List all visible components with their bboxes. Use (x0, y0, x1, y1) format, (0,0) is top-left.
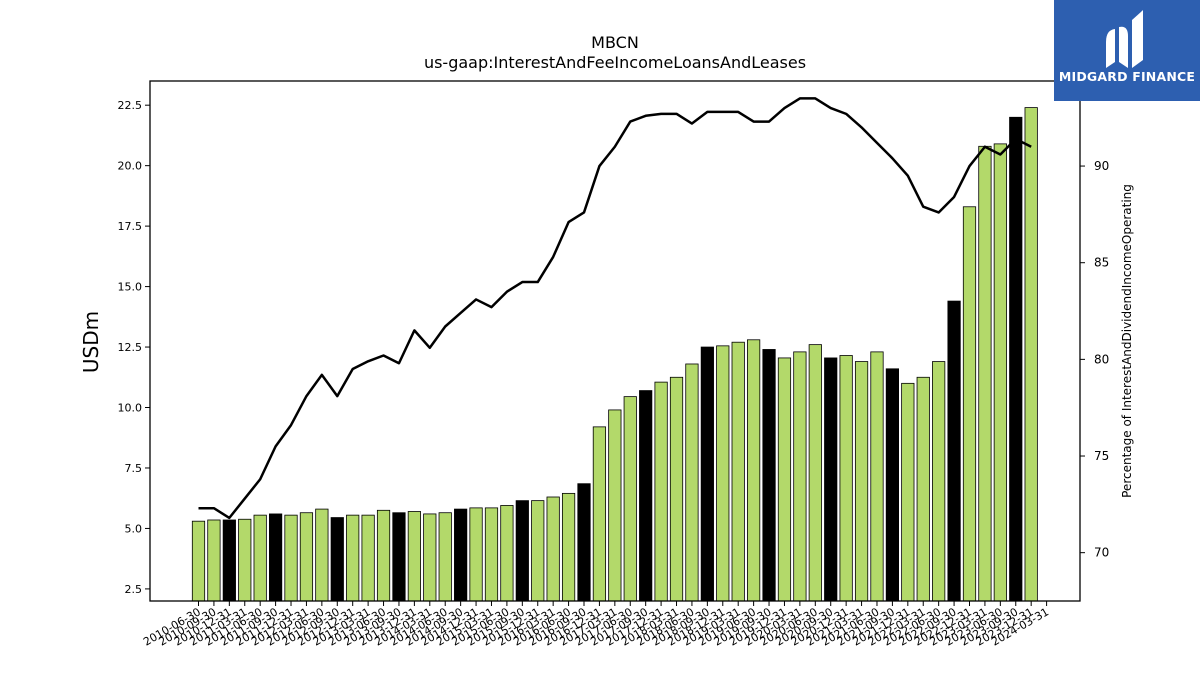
bar (762, 349, 776, 602)
bar (500, 505, 514, 602)
chart-title: MBCN (591, 33, 639, 52)
y2-tick-label: 80 (1094, 352, 1109, 366)
midgard-logo-icon (1106, 10, 1143, 69)
y2-tick-label: 85 (1094, 256, 1109, 270)
line-series (198, 97, 1032, 520)
bar (885, 368, 900, 602)
bar (484, 507, 499, 602)
brand-name: MIDGARD FINANCE (1058, 69, 1196, 84)
bar (561, 492, 576, 602)
bar (423, 513, 437, 602)
bar (438, 512, 452, 602)
bar (685, 363, 699, 602)
bar (284, 514, 298, 602)
bar (469, 507, 483, 602)
bar (299, 512, 314, 602)
bar (962, 206, 977, 602)
y-axis-label: USDm (79, 311, 103, 373)
bar (947, 300, 961, 602)
y-tick-label: 10.0 (118, 402, 143, 415)
bar (916, 376, 930, 602)
y-tick-label: 20.0 (118, 160, 143, 173)
y-tick-label: 5.0 (125, 522, 143, 535)
bar (901, 382, 915, 602)
bar (932, 361, 946, 602)
bar (639, 390, 653, 602)
bar (700, 346, 714, 602)
y-tick-label: 22.5 (118, 99, 143, 112)
bar (592, 426, 607, 602)
bar (1009, 116, 1023, 602)
bar (808, 344, 822, 602)
bar (238, 518, 252, 602)
y-tick-label: 17.5 (118, 220, 143, 233)
bar (731, 341, 745, 602)
bar (531, 500, 545, 602)
bar (454, 508, 468, 602)
bar (824, 357, 838, 602)
bar (191, 520, 206, 602)
y-tick-label: 2.5 (125, 583, 143, 596)
bar (1024, 107, 1038, 602)
y-tick-label: 15.0 (118, 281, 143, 294)
bar (608, 409, 622, 602)
y2-axis-label: Percentage of InterestAndDividendIncomeO… (1120, 184, 1134, 498)
bar (577, 483, 591, 602)
bar (222, 519, 236, 602)
bar (207, 519, 221, 602)
bar (623, 396, 637, 602)
bar (515, 500, 529, 602)
y2-tick-label: 75 (1094, 449, 1109, 463)
bar (716, 345, 730, 602)
bar (546, 496, 560, 602)
bar (268, 513, 283, 602)
bar (330, 517, 344, 602)
bar (392, 512, 406, 602)
line-series-path (198, 97, 1032, 520)
y-tick-label: 12.5 (118, 341, 143, 354)
y-tick-label: 7.5 (125, 462, 143, 475)
bar (854, 361, 869, 602)
bar (747, 339, 761, 602)
bar (793, 351, 807, 602)
bar (993, 143, 1007, 602)
y2-tick-label: 90 (1094, 159, 1109, 173)
y2-tick-label: 70 (1094, 546, 1109, 560)
bar (870, 351, 884, 602)
brand-logo: MIDGARD FINANCE (1054, 0, 1200, 101)
bar (361, 514, 375, 602)
bar (669, 376, 684, 602)
bar (253, 514, 267, 602)
bar (346, 514, 360, 602)
bar (654, 381, 668, 602)
bar (315, 508, 329, 602)
chart-subtitle: us-gaap:InterestAndFeeIncomeLoansAndLeas… (424, 53, 806, 72)
bar (407, 511, 421, 602)
axes: 2.5 5.0 7.5 10.0 12.5 15.0 17.5 20.0 22.5 70 75 80 8… (118, 80, 1109, 649)
bar (376, 509, 391, 602)
bar (777, 357, 792, 602)
bar (978, 145, 992, 602)
bar (839, 355, 853, 602)
